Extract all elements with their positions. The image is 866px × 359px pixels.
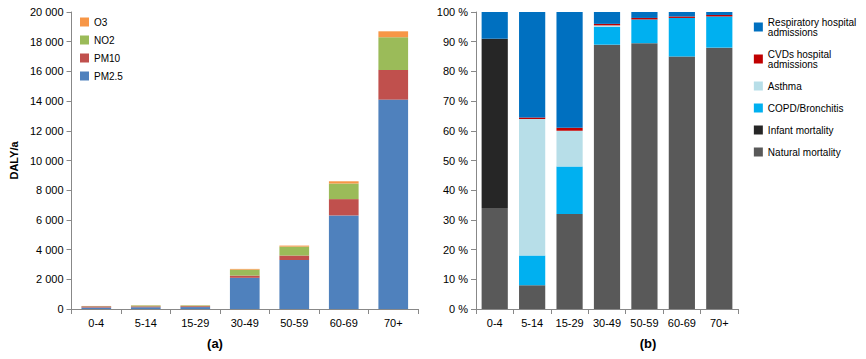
svg-text:60 %: 60 % [443,125,468,137]
svg-text:Asthma: Asthma [768,81,802,92]
svg-text:2 000: 2 000 [36,273,64,285]
svg-text:15-29: 15-29 [556,317,584,329]
svg-text:10 %: 10 % [443,273,468,285]
svg-text:10 000: 10 000 [30,155,64,167]
svg-text:80 %: 80 % [443,65,468,77]
svg-text:90 %: 90 % [443,36,468,48]
svg-text:70 %: 70 % [443,95,468,107]
svg-text:COPD/Bronchitis: COPD/Bronchitis [768,103,844,114]
svg-text:12 000: 12 000 [30,125,64,137]
svg-text:(a): (a) [207,336,223,351]
svg-text:8 000: 8 000 [36,184,64,196]
svg-text:0 %: 0 % [449,303,468,315]
svg-text:Infant mortality: Infant mortality [768,125,834,136]
svg-text:70+: 70+ [384,317,403,329]
svg-text:100 %: 100 % [437,6,468,18]
svg-text:0-4: 0-4 [487,317,503,329]
svg-text:NO2: NO2 [94,35,115,46]
svg-text:5-14: 5-14 [135,317,157,329]
svg-text:(b): (b) [640,336,657,351]
svg-text:CVDs hospital: CVDs hospital [767,48,834,60]
svg-text:6 000: 6 000 [36,214,64,226]
svg-text:4 000: 4 000 [36,244,64,256]
svg-text:O3: O3 [94,17,108,28]
svg-text:50-59: 50-59 [630,317,658,329]
svg-text:0-4: 0-4 [88,317,104,329]
svg-text:Natural mortality: Natural mortality [768,147,841,158]
svg-text:60-69: 60-69 [668,317,696,329]
svg-text:PM2.5: PM2.5 [94,71,123,82]
svg-text:20 000: 20 000 [30,6,64,18]
svg-text:70+: 70+ [710,317,729,329]
svg-text:5-14: 5-14 [521,317,543,329]
svg-text:0: 0 [57,303,63,315]
svg-text:50 %: 50 % [443,155,468,167]
svg-text:admissions: admissions [768,59,818,70]
svg-text:14 000: 14 000 [30,95,64,107]
svg-text:30-49: 30-49 [593,317,621,329]
svg-text:DALY/a: DALY/a [8,141,20,180]
svg-text:16 000: 16 000 [30,65,64,77]
svg-text:40 %: 40 % [443,184,468,196]
svg-text:admissions: admissions [768,27,818,38]
svg-text:60-69: 60-69 [330,317,358,329]
svg-text:30-49: 30-49 [231,317,259,329]
svg-text:18 000: 18 000 [30,36,64,48]
svg-text:PM10: PM10 [94,53,121,64]
svg-text:15-29: 15-29 [181,317,209,329]
svg-text:30 %: 30 % [443,214,468,226]
svg-text:20 %: 20 % [443,244,468,256]
svg-text:50-59: 50-59 [280,317,308,329]
svg-text:Respiratory hospital: Respiratory hospital [767,16,859,28]
